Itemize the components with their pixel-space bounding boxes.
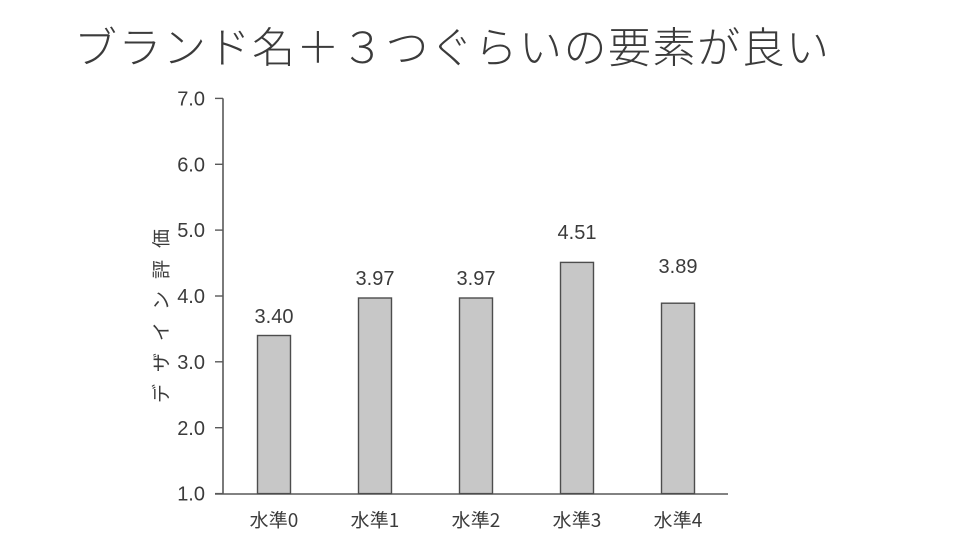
svg-text:3.40: 3.40 [255, 306, 294, 328]
svg-text:6.0: 6.0 [177, 154, 205, 176]
svg-text:水準1: 水準1 [351, 506, 400, 533]
svg-text:水準4: 水準4 [654, 506, 703, 533]
svg-text:3.97: 3.97 [356, 268, 395, 290]
svg-text:4.0: 4.0 [177, 286, 205, 308]
svg-text:水準2: 水準2 [452, 506, 501, 533]
svg-text:7.0: 7.0 [177, 89, 205, 111]
svg-text:3.97: 3.97 [457, 268, 496, 290]
svg-text:1.0: 1.0 [177, 484, 205, 506]
svg-text:5.0: 5.0 [177, 220, 205, 242]
svg-text:水準0: 水準0 [250, 506, 299, 533]
svg-text:2.0: 2.0 [177, 418, 205, 440]
svg-text:4.51: 4.51 [558, 222, 597, 244]
svg-text:3.89: 3.89 [659, 256, 698, 278]
svg-text:3.0: 3.0 [177, 352, 205, 374]
svg-text:水準3: 水準3 [553, 506, 602, 533]
svg-text:デザイン評価: デザイン評価 [147, 217, 174, 403]
